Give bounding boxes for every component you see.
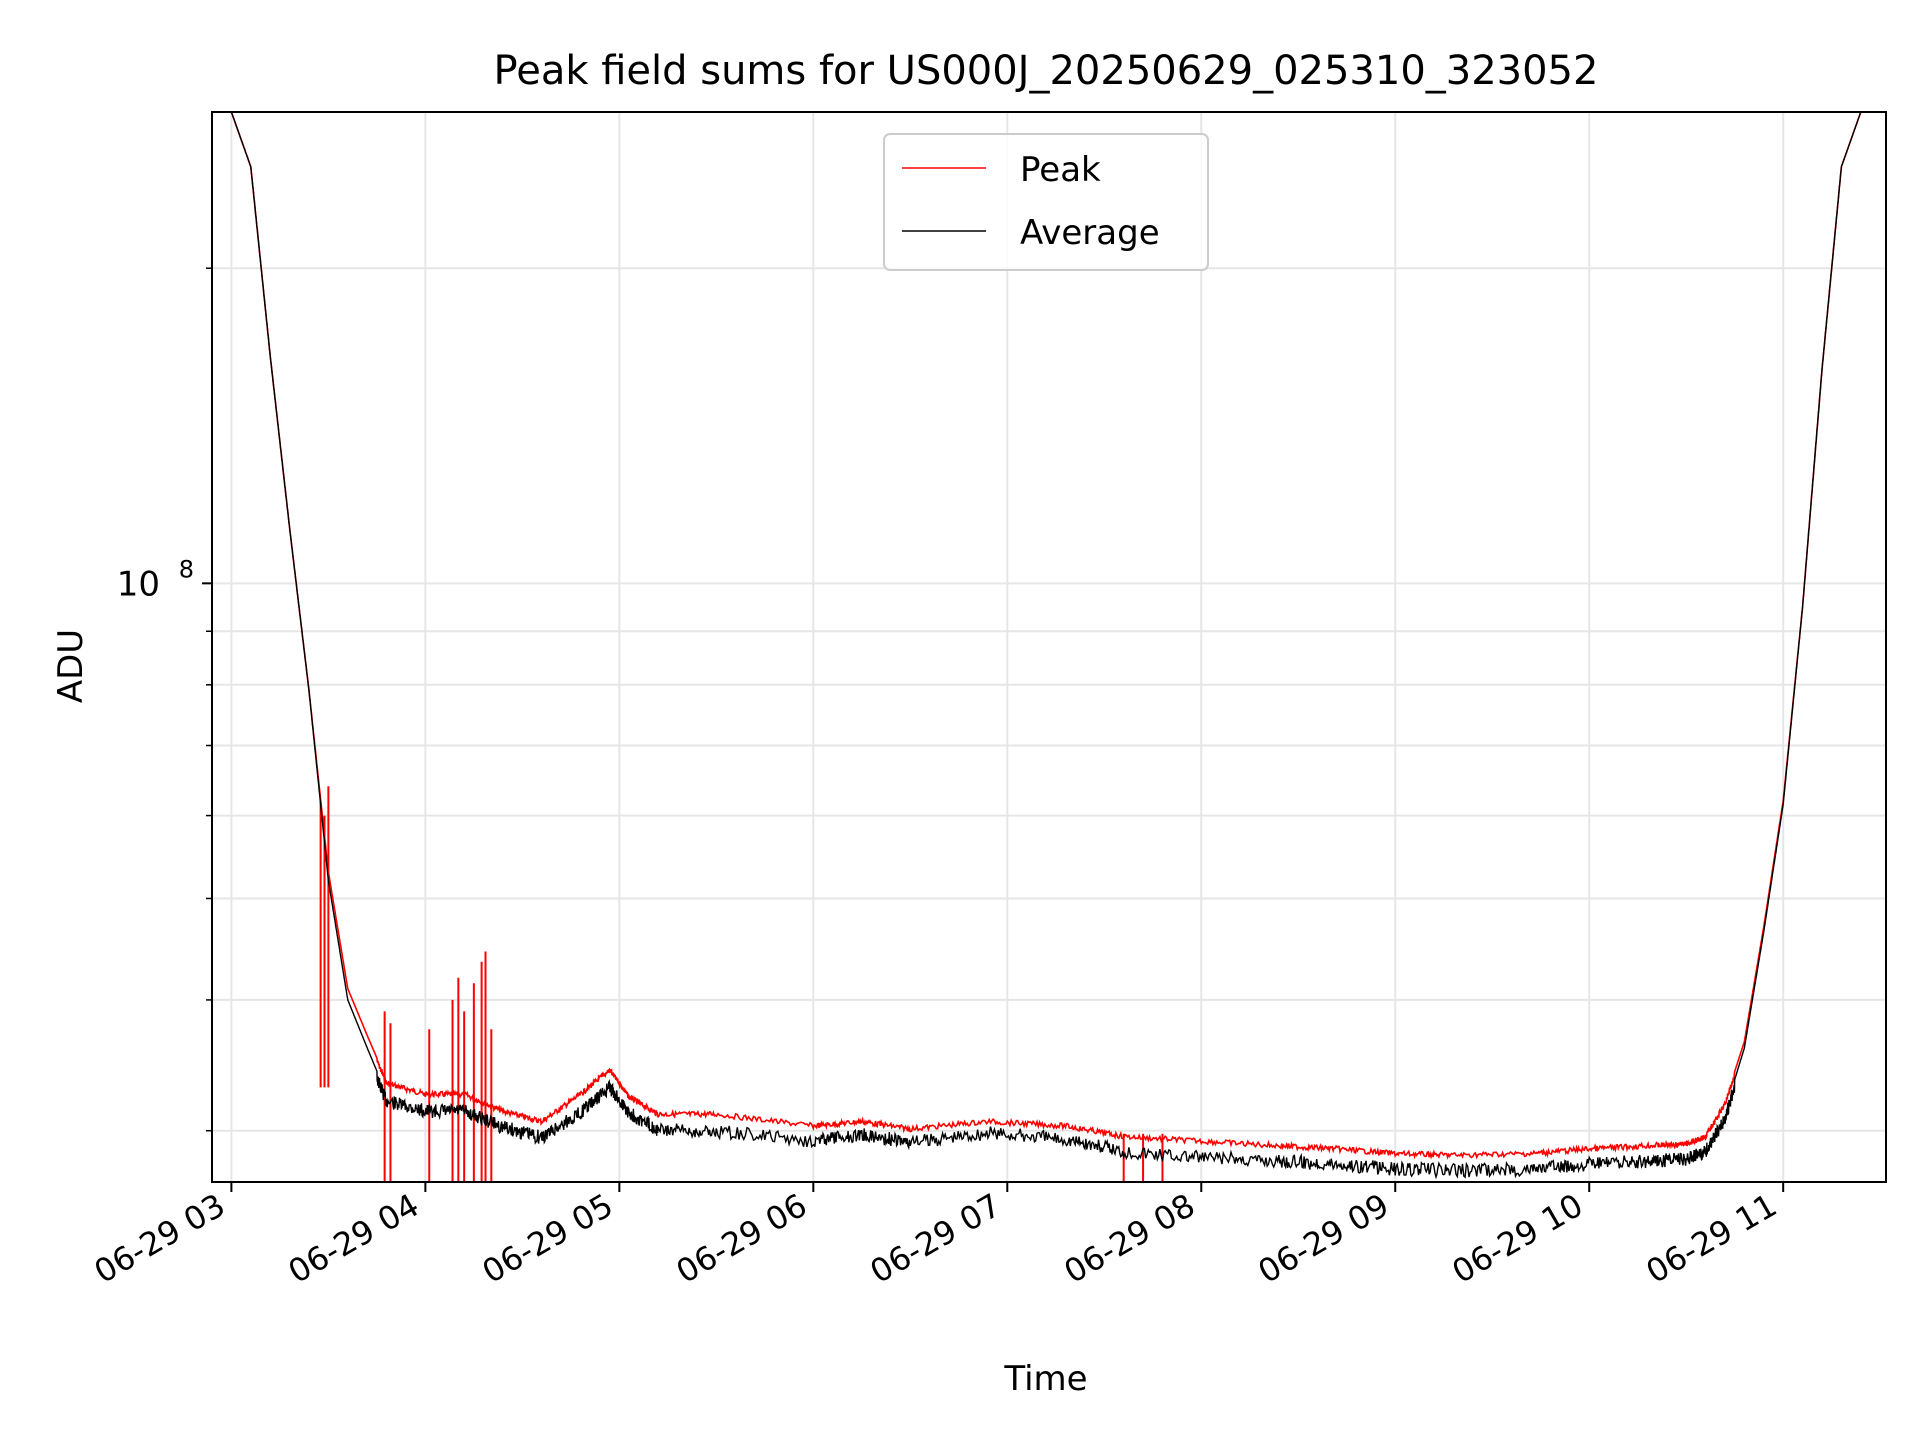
series-line-peak [230, 111, 1881, 1160]
plot-area-frame [211, 111, 1887, 1183]
chart-title: Peak field sums for US000J_20250629_0253… [494, 48, 1599, 94]
grid-lines [212, 112, 1886, 1182]
y-tick-label: 10 [117, 564, 160, 604]
series-layer [230, 111, 1881, 1182]
legend-average-label: Average [1020, 213, 1160, 253]
legend-peak-label: Peak [1020, 150, 1101, 190]
series-line-average [230, 111, 1881, 1180]
legend: Peak Average [883, 133, 1209, 271]
x-axis-label: Time [1003, 1359, 1087, 1399]
y-tick-label-exponent: 8 [179, 555, 194, 583]
y-tick-label-base: 10 [117, 564, 160, 604]
y-axis-label: ADU [51, 629, 91, 703]
